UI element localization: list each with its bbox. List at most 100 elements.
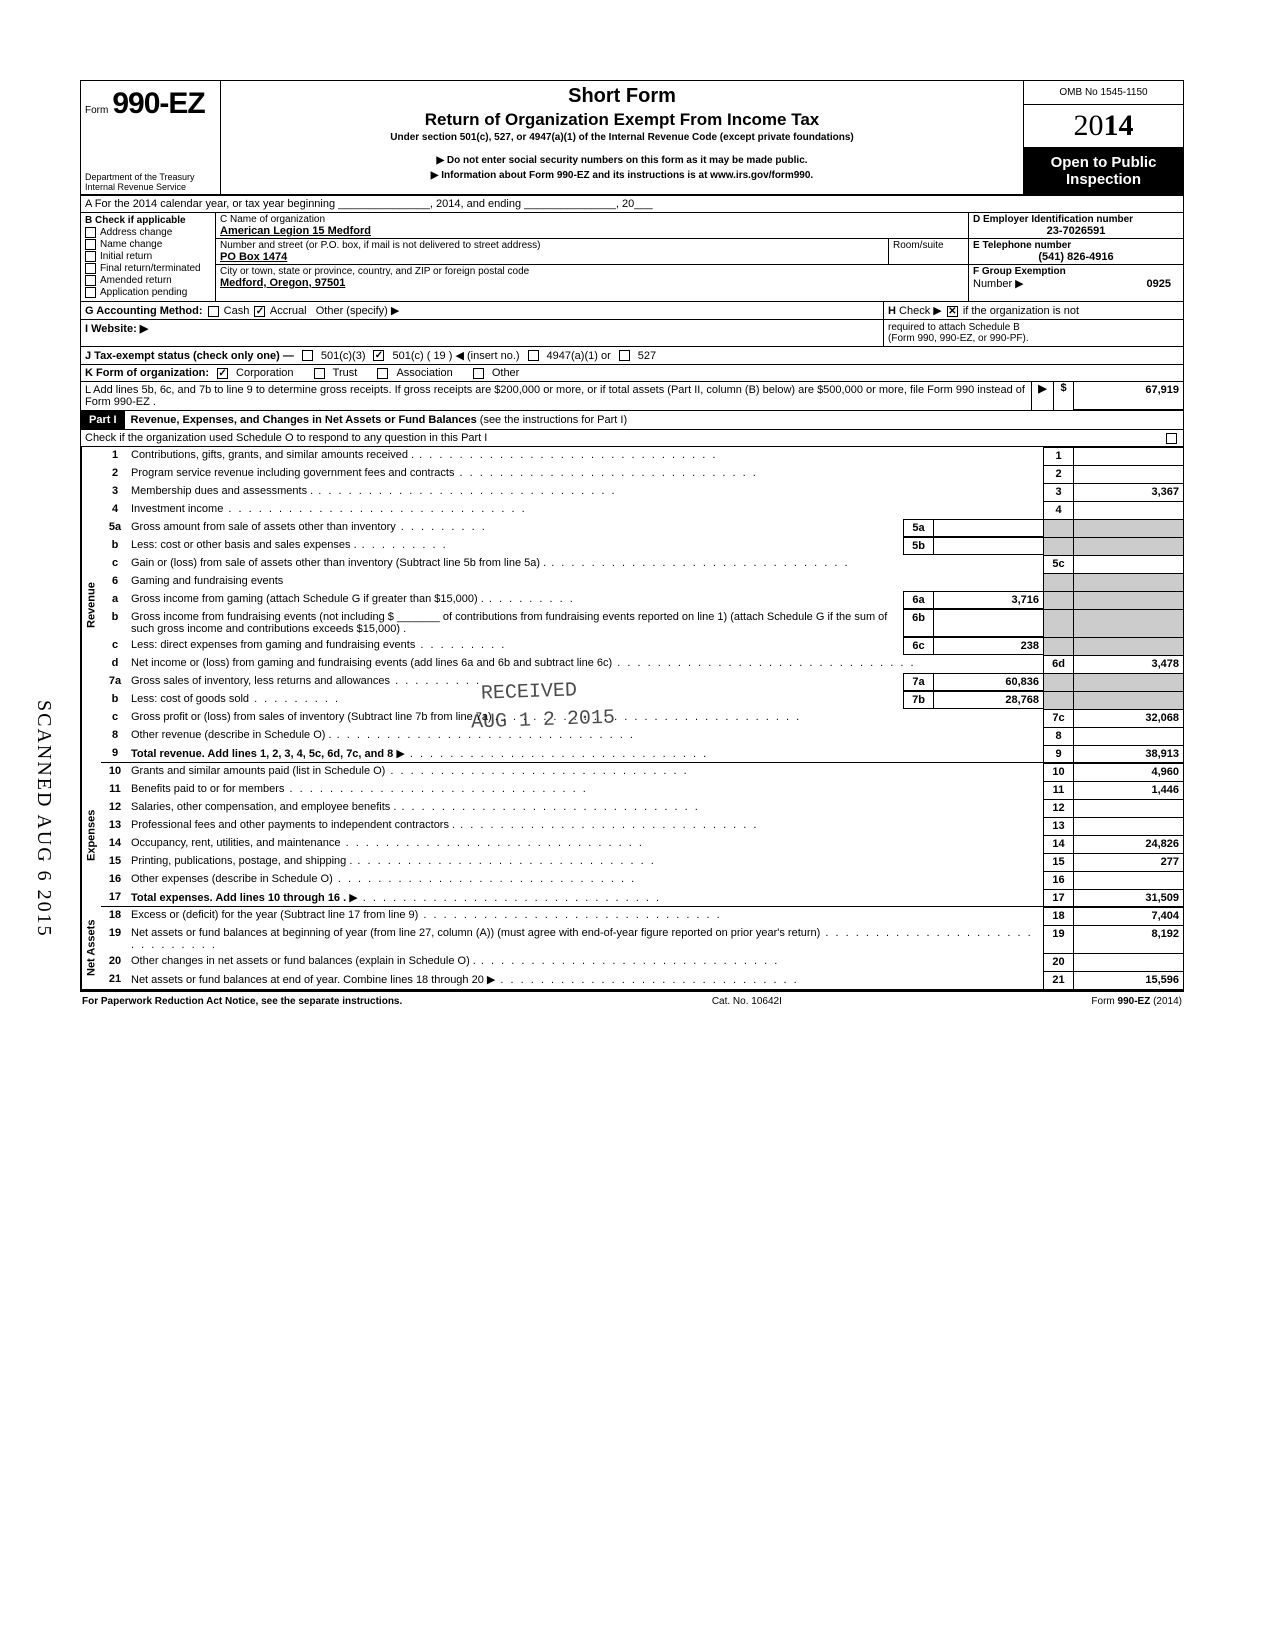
r7b-shadev xyxy=(1073,691,1183,709)
chk-schedule-o-part1[interactable] xyxy=(1166,433,1177,444)
r19-num: 19 xyxy=(101,925,129,953)
footer-mid: Cat. No. 10642I xyxy=(712,996,782,1007)
line-i: I Website: ▶ required to attach Schedule… xyxy=(81,320,1183,347)
r21-desc: Net assets or fund balances at end of ye… xyxy=(131,974,484,986)
chk-corporation[interactable] xyxy=(217,368,228,379)
form-header: Form 990-EZ Department of the Treasury I… xyxy=(81,81,1183,196)
grp-value: 0925 xyxy=(1147,278,1179,290)
r5a-num: 5a xyxy=(101,519,129,537)
chk-application-pending[interactable] xyxy=(85,287,96,298)
r19-desc: Net assets or fund balances at beginning… xyxy=(129,925,1043,953)
lbl-amended-return: Amended return xyxy=(100,275,172,286)
r6a-shade xyxy=(1043,591,1073,609)
org-name: American Legion 15 Medford xyxy=(220,225,964,237)
r6c-sn: 6c xyxy=(903,637,933,655)
form-number: 990-EZ xyxy=(112,87,204,121)
r5a-shadev xyxy=(1073,519,1183,537)
open-line1: Open to Public xyxy=(1026,154,1181,171)
r1-num: 1 xyxy=(101,447,129,465)
chk-cash[interactable] xyxy=(208,306,219,317)
r3-rv: 3,367 xyxy=(1073,483,1183,501)
r18-desc: Excess or (deficit) for the year (Subtra… xyxy=(129,907,1043,925)
r2-rn: 2 xyxy=(1043,465,1073,483)
r15-num: 15 xyxy=(101,853,129,871)
omb-number: OMB No 1545-1150 xyxy=(1024,81,1183,105)
r4-rv xyxy=(1073,501,1183,519)
lbl-association: Association xyxy=(396,367,452,379)
r7b-sn: 7b xyxy=(903,691,933,709)
expenses-label: Expenses xyxy=(81,763,101,907)
chk-trust[interactable] xyxy=(314,368,325,379)
l-dollar: $ xyxy=(1053,382,1073,411)
lbl-527: 527 xyxy=(638,350,656,362)
r7c-desc: Gross profit or (loss) from sales of inv… xyxy=(129,709,1043,727)
r6a-sv: 3,716 xyxy=(933,591,1043,609)
r13-desc: Professional fees and other payments to … xyxy=(129,817,1043,835)
r7a-num: 7a xyxy=(101,673,129,691)
r15-rn: 15 xyxy=(1043,853,1073,871)
r6c-desc: Less: direct expenses from gaming and fu… xyxy=(129,637,903,655)
org-city: Medford, Oregon, 97501 xyxy=(220,277,964,289)
r7c-num: c xyxy=(101,709,129,727)
r18-rn: 18 xyxy=(1043,907,1073,925)
chk-4947[interactable] xyxy=(528,350,539,361)
chk-other-org[interactable] xyxy=(473,368,484,379)
r6a-desc: Gross income from gaming (attach Schedul… xyxy=(129,591,903,609)
r20-desc: Other changes in net assets or fund bala… xyxy=(129,953,1043,971)
info-link: ▶ Information about Form 990-EZ and its … xyxy=(227,170,1017,181)
lbl-trust: Trust xyxy=(333,367,358,379)
l-text: L Add lines 5b, 6c, and 7b to line 9 to … xyxy=(81,382,1031,411)
r8-rn: 8 xyxy=(1043,727,1073,745)
r5b-sv xyxy=(933,537,1043,555)
r6d-rn: 6d xyxy=(1043,655,1073,673)
chk-amended-return[interactable] xyxy=(85,275,96,286)
r2-rv xyxy=(1073,465,1183,483)
r6b-sn: 6b xyxy=(903,609,933,637)
c-city-label: City or town, state or province, country… xyxy=(220,266,964,277)
r17-num: 17 xyxy=(101,889,129,906)
r15-rv: 277 xyxy=(1073,853,1183,871)
lbl-corporation: Corporation xyxy=(236,367,293,379)
open-public: Open to Public Inspection xyxy=(1024,148,1183,194)
lbl-name-change: Name change xyxy=(100,239,162,250)
lbl-address-change: Address change xyxy=(100,227,172,238)
c-street-label: Number and street (or P.O. box, if mail … xyxy=(220,240,884,251)
r7c-rv: 32,068 xyxy=(1073,709,1183,727)
chk-final-return[interactable] xyxy=(85,263,96,274)
r5a-sn: 5a xyxy=(903,519,933,537)
r2-desc: Program service revenue including govern… xyxy=(129,465,1043,483)
chk-address-change[interactable] xyxy=(85,227,96,238)
lbl-final-return: Final return/terminated xyxy=(100,263,201,274)
r12-rn: 12 xyxy=(1043,799,1073,817)
lbl-501c3: 501(c)(3) xyxy=(321,350,366,362)
r9-num: 9 xyxy=(101,745,129,762)
r14-num: 14 xyxy=(101,835,129,853)
r6a-shadev xyxy=(1073,591,1183,609)
chk-association[interactable] xyxy=(377,368,388,379)
chk-527[interactable] xyxy=(619,350,630,361)
r6d-num: d xyxy=(101,655,129,673)
r5c-rn: 5c xyxy=(1043,555,1073,573)
chk-501c3[interactable] xyxy=(302,350,313,361)
r7c-rn: 7c xyxy=(1043,709,1073,727)
r9-rn: 9 xyxy=(1043,745,1073,762)
chk-schedule-b[interactable] xyxy=(947,306,958,317)
chk-accrual[interactable] xyxy=(254,306,265,317)
r7b-desc: Less: cost of goods sold xyxy=(129,691,903,709)
r10-num: 10 xyxy=(101,763,129,781)
r9-rv: 38,913 xyxy=(1073,745,1183,762)
chk-initial-return[interactable] xyxy=(85,251,96,262)
netassets-label: Net Assets xyxy=(81,907,101,989)
r6c-shade xyxy=(1043,637,1073,655)
r6-shade xyxy=(1043,573,1073,591)
r8-desc: Other revenue (describe in Schedule O) . xyxy=(129,727,1043,745)
r10-desc: Grants and similar amounts paid (list in… xyxy=(129,763,1043,781)
r4-desc: Investment income xyxy=(129,501,1043,519)
section-bcdef: B Check if applicable Address change Nam… xyxy=(81,213,1183,302)
short-form-label: Short Form xyxy=(227,85,1017,108)
r1-rn: 1 xyxy=(1043,447,1073,465)
chk-name-change[interactable] xyxy=(85,239,96,250)
chk-501c[interactable] xyxy=(373,350,384,361)
r5c-num: c xyxy=(101,555,129,573)
revenue-section: Revenue 1Contributions, gifts, grants, a… xyxy=(81,447,1183,763)
